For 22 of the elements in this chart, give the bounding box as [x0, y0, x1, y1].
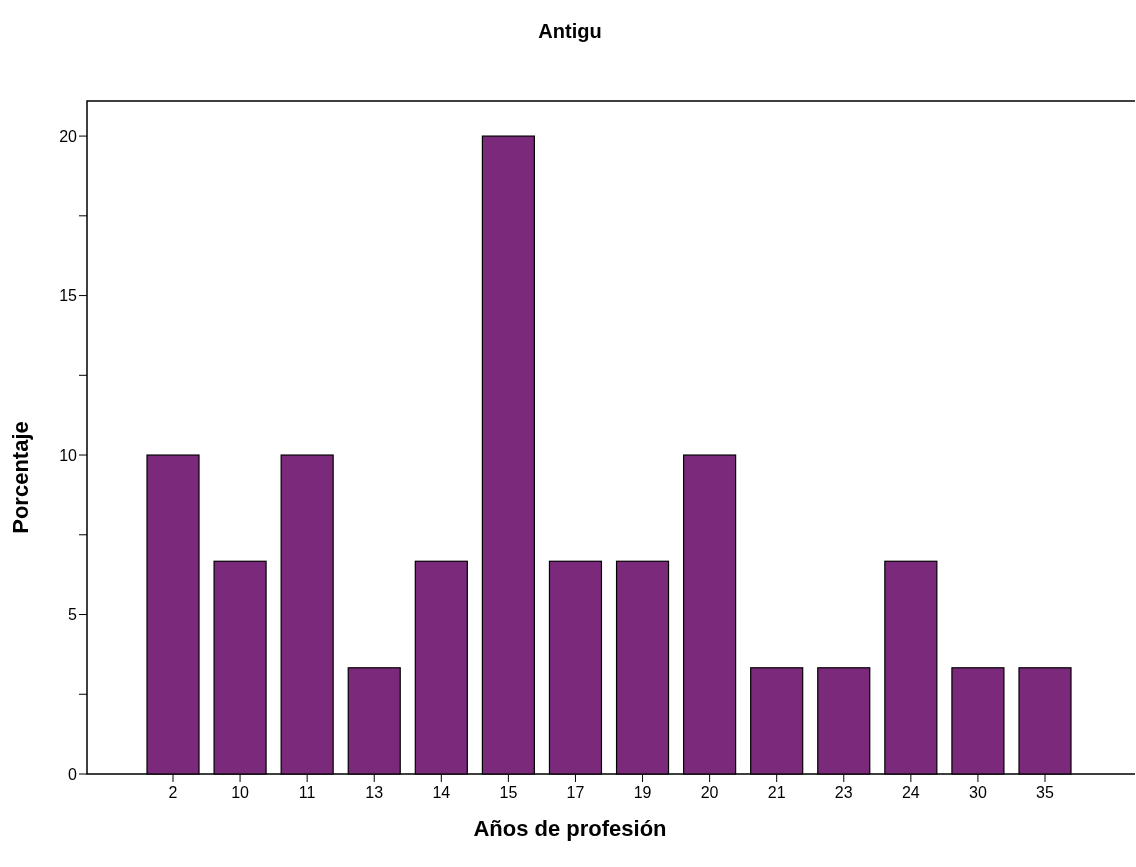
x-tick-label: 17 — [566, 784, 585, 801]
x-tick-label: 2 — [168, 784, 178, 801]
y-tick-label: 15 — [59, 287, 78, 305]
x-tick-label: 11 — [298, 784, 316, 801]
chart-title: Antigu — [538, 20, 602, 42]
y-tick-label: 20 — [59, 127, 78, 145]
y-tick-label: 5 — [68, 606, 78, 624]
x-tick-label: 35 — [1036, 784, 1054, 801]
y-axis-title: Porcentaje — [8, 421, 33, 534]
y-tick-label: 0 — [68, 765, 78, 783]
x-axis-title: Años de profesión — [473, 816, 667, 841]
x-tick-label: 20 — [700, 784, 719, 801]
y-tick-label: 10 — [59, 446, 78, 464]
x-tick-label: 14 — [432, 784, 451, 801]
x-tick-label: 23 — [834, 784, 853, 801]
x-tick-label: 30 — [969, 784, 987, 801]
x-tick-label: 19 — [633, 784, 652, 801]
x-tick-label: 24 — [901, 784, 920, 801]
x-tick-label: 13 — [365, 784, 384, 801]
x-tick-label: 10 — [231, 784, 250, 801]
x-tick-label: 21 — [767, 784, 786, 801]
x-tick-label: 15 — [499, 784, 518, 801]
